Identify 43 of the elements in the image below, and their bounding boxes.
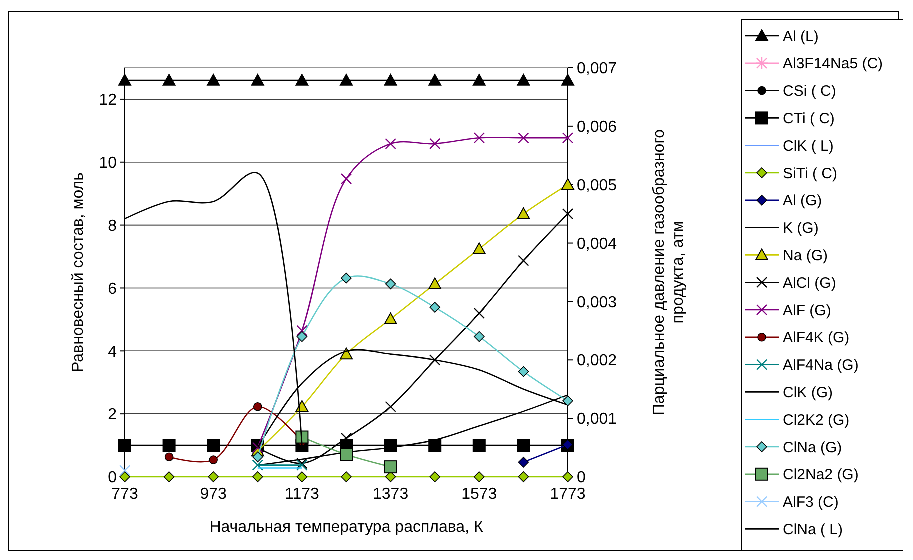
y2-tick-label: 0,006 bbox=[577, 119, 618, 136]
legend-label: AlF (G) bbox=[783, 302, 832, 320]
y2-tick-label: 0,004 bbox=[577, 236, 618, 253]
y2-tick-label: 0,005 bbox=[577, 177, 618, 194]
y-tick-label: 2 bbox=[108, 406, 118, 424]
legend-label: AlF4K (G) bbox=[783, 330, 850, 347]
y2-tick-label: 0,003 bbox=[577, 294, 618, 312]
y-tick-label: 6 bbox=[108, 280, 118, 298]
x-tick-label: 1373 bbox=[373, 486, 409, 503]
y2-tick-label: 0,007 bbox=[577, 60, 618, 78]
y2-axis-title: Парциальное давление газообразного продукта, атм bbox=[651, 129, 687, 416]
legend-label: Cl2K2 (G) bbox=[783, 412, 850, 429]
legend-label: Al (G) bbox=[783, 192, 822, 210]
legend-label: CTi ( C) bbox=[783, 110, 835, 128]
y2-tick-label: 0,002 bbox=[577, 352, 618, 370]
legend-label: CSi ( C) bbox=[783, 83, 836, 100]
x-axis-title: Начальная температура расплава, К bbox=[210, 519, 484, 536]
x-tick-label: 973 bbox=[200, 486, 228, 503]
x-tick-label: 1773 bbox=[550, 486, 586, 503]
x-tick-label: 1573 bbox=[462, 486, 498, 503]
x-tick-label: 773 bbox=[112, 486, 138, 503]
y2-tick-label: 0 bbox=[577, 470, 586, 487]
y-tick-label: 4 bbox=[108, 344, 118, 361]
x-tick-label: 1173 bbox=[284, 486, 320, 503]
y-axis-title: Равновесный состав, моль bbox=[70, 172, 87, 372]
legend-label: AlF3 (C) bbox=[783, 494, 839, 512]
legend-label: Al (L) bbox=[783, 28, 819, 46]
legend-label: SiTi ( C) bbox=[783, 165, 838, 182]
y-tick-label: 0 bbox=[108, 470, 118, 487]
legend-label: AlCl (G) bbox=[783, 274, 836, 292]
legend-label: Al3F14Na5 (C) bbox=[783, 56, 884, 73]
legend-label: AlF4Na (G) bbox=[783, 357, 859, 374]
legend-label: Cl2Na2 (G) bbox=[783, 466, 859, 484]
legend-label: Na (G) bbox=[783, 247, 828, 264]
y-tick-label: 8 bbox=[108, 218, 118, 235]
y-tick-label: 12 bbox=[99, 92, 118, 110]
legend-label: ClNa ( L) bbox=[783, 521, 844, 538]
y-tick-label: 10 bbox=[99, 154, 118, 172]
y2-tick-label: 0,001 bbox=[577, 411, 618, 428]
legend-label: ClNa (G) bbox=[783, 439, 842, 456]
legend-label: ClK (G) bbox=[783, 384, 833, 402]
legend-label: ClK ( L) bbox=[783, 138, 834, 155]
legend-label: K (G) bbox=[783, 220, 819, 238]
